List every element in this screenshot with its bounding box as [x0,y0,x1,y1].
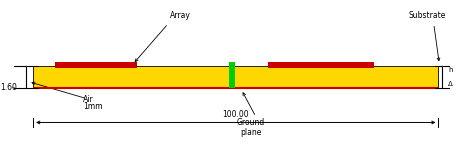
Text: 1.60: 1.60 [0,83,17,92]
Bar [228,62,235,88]
Text: Substrate: Substrate [408,11,446,20]
Bar [33,66,438,88]
Text: 100.00: 100.00 [222,110,249,119]
Text: Ground
plane: Ground plane [237,118,265,137]
Bar [55,62,137,68]
Text: Air: Air [83,95,94,104]
Text: Δ: Δ [448,81,453,87]
Text: Array: Array [170,11,191,20]
Text: h: h [448,67,452,73]
Bar [268,62,374,68]
Text: 1mm: 1mm [83,103,102,111]
